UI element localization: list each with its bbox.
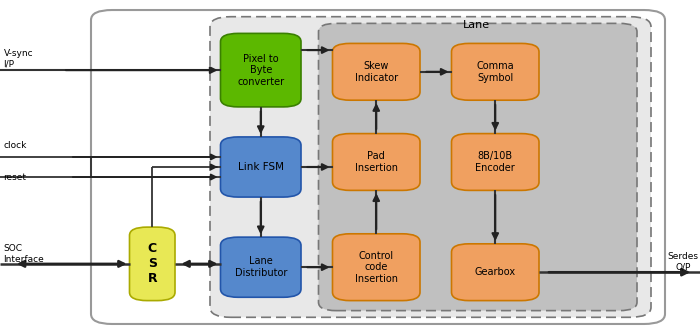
FancyBboxPatch shape [220, 33, 301, 107]
FancyBboxPatch shape [332, 43, 420, 100]
FancyBboxPatch shape [332, 134, 420, 190]
Text: Control
code
Insertion: Control code Insertion [355, 250, 398, 284]
Text: Skew
Indicator: Skew Indicator [355, 61, 398, 82]
Text: Lane
Distributor: Lane Distributor [234, 257, 287, 278]
FancyBboxPatch shape [130, 227, 175, 301]
FancyBboxPatch shape [220, 237, 301, 297]
Text: 8B/10B
Encoder: 8B/10B Encoder [475, 151, 515, 173]
Text: Comma
Symbol: Comma Symbol [477, 61, 514, 82]
Text: V-sync
I/P: V-sync I/P [4, 49, 33, 68]
FancyBboxPatch shape [452, 134, 539, 190]
Text: Pixel to
Byte
converter: Pixel to Byte converter [237, 53, 284, 87]
Text: Gearbox: Gearbox [475, 267, 516, 277]
Text: Link FSM: Link FSM [238, 162, 284, 172]
Text: C
S
R: C S R [148, 242, 157, 285]
Text: Serdes
O/P: Serdes O/P [668, 253, 699, 272]
FancyBboxPatch shape [220, 137, 301, 197]
FancyBboxPatch shape [332, 234, 420, 301]
Text: Pad
Insertion: Pad Insertion [355, 151, 398, 173]
FancyBboxPatch shape [452, 43, 539, 100]
FancyBboxPatch shape [91, 10, 665, 324]
FancyBboxPatch shape [210, 17, 651, 317]
FancyBboxPatch shape [452, 244, 539, 301]
Text: reset: reset [4, 173, 27, 181]
Text: Lane: Lane [463, 20, 489, 30]
FancyBboxPatch shape [318, 23, 637, 311]
Text: SOC
Interface: SOC Interface [4, 244, 44, 264]
Text: clock: clock [4, 141, 27, 150]
